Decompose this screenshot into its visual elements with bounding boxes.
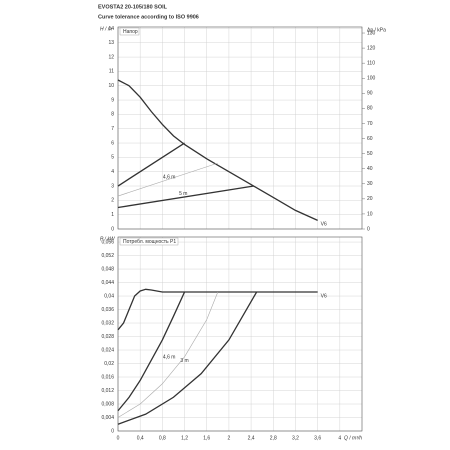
series-line [117,288,318,331]
y-tick-label: 0,02 [104,361,114,367]
y2-tick-label: 80 [367,106,373,112]
y-tick-label: 8 [111,112,114,118]
y-tick-label: 0,036 [101,307,114,313]
x-tick-label: 4 [338,435,341,441]
y-tick-label: 10 [108,83,114,89]
series-line [117,291,258,425]
y-tick-label: 6 [111,140,114,146]
x-tick-label: 1,2 [181,435,188,441]
y2-tick-label: 10 [367,211,373,217]
y-tick-label: 5 [111,155,114,161]
y-tick-label: 12 [108,54,114,60]
y-tick-label: 0,048 [101,266,114,272]
y-tick-label: 7 [111,126,114,132]
y2-tick-label: 0 [367,226,370,232]
y-tick-label: 0,052 [101,253,114,259]
y2-tick-label: 50 [367,151,373,157]
y-tick-label: 1 [111,212,114,218]
series-line [117,79,318,221]
y-tick-label: 4 [111,169,114,175]
series-line [117,291,219,418]
series-line [117,162,218,197]
page-subtitle: Curve tolerance according to ISO 9906 [98,14,199,20]
legend-title: Потребл. мощность P1 [123,239,176,245]
y-tick-label: 0,016 [101,374,114,380]
x-tick-label: 0,8 [159,435,166,441]
page-title: EVOSTA2 20-105/180 SOIL [98,4,168,10]
x-tick-label: 0 [117,435,120,441]
y2-axis-title: Δp / kPa [367,27,386,33]
y2-tick-label: 30 [367,181,373,187]
y-tick-label: 0,028 [101,334,114,340]
y-tick-label: 11 [109,69,114,75]
y-tick-label: 0,04 [104,293,114,299]
y-tick-label: 3 [111,183,114,189]
x-tick-label: 2,8 [270,435,277,441]
legend-box [119,27,140,36]
x-tick-label: 2,4 [248,435,255,441]
y-tick-label: 14 [108,26,114,32]
y2-tick-label: 60 [367,136,373,142]
series-label: V6 [321,222,327,228]
y-tick-label: 0,056 [101,239,114,245]
y-tick-label: 13 [108,40,114,46]
y-tick-label: 0,024 [101,347,114,353]
y-tick-label: 9 [111,97,114,103]
series-label: V6 [321,293,327,299]
x-tick-label: 3,6 [314,435,321,441]
y-axis-title: H / m [100,26,112,32]
plot-frame [117,236,363,432]
y2-tick-label: 120 [367,45,376,51]
legend-title: Напор [123,29,138,35]
y-tick-label: 0,004 [101,415,114,421]
y2-tick-label: 70 [367,121,373,127]
y-tick-label: 0,008 [101,401,114,407]
x-tick-label: 0,4 [137,435,144,441]
y2-tick-label: 90 [367,91,373,97]
legend-box [119,237,179,246]
y2-tick-label: 20 [367,196,373,202]
y-tick-label: 0 [111,428,114,434]
series-line [117,185,254,209]
y2-tick-label: 110 [367,61,375,67]
y-axis-title: P / kW [100,236,116,242]
y-tick-label: 0,044 [101,280,114,286]
plot-frame [117,26,363,230]
y2-tick-label: 40 [367,166,373,172]
x-tick-label: 3,2 [292,435,299,441]
series-label: 4,6 m [163,175,176,181]
x-tick-label: 2 [228,435,231,441]
y2-tick-label: 130 [367,30,376,36]
series-line [117,291,186,412]
x-tick-label: 1,6 [203,435,210,441]
y-tick-label: 0 [111,226,114,232]
y2-tick-label: 100 [367,76,376,82]
x-axis-title: Q / m³/h [344,435,362,441]
y-tick-label: 2 [111,198,114,204]
y-tick-label: 0,012 [101,388,114,394]
series-label: 4,6 m [163,354,176,360]
series-line [117,142,185,187]
y-tick-label: 0,032 [101,320,114,326]
series-label: 3 m [180,358,188,364]
series-label: 5 m [179,191,187,197]
